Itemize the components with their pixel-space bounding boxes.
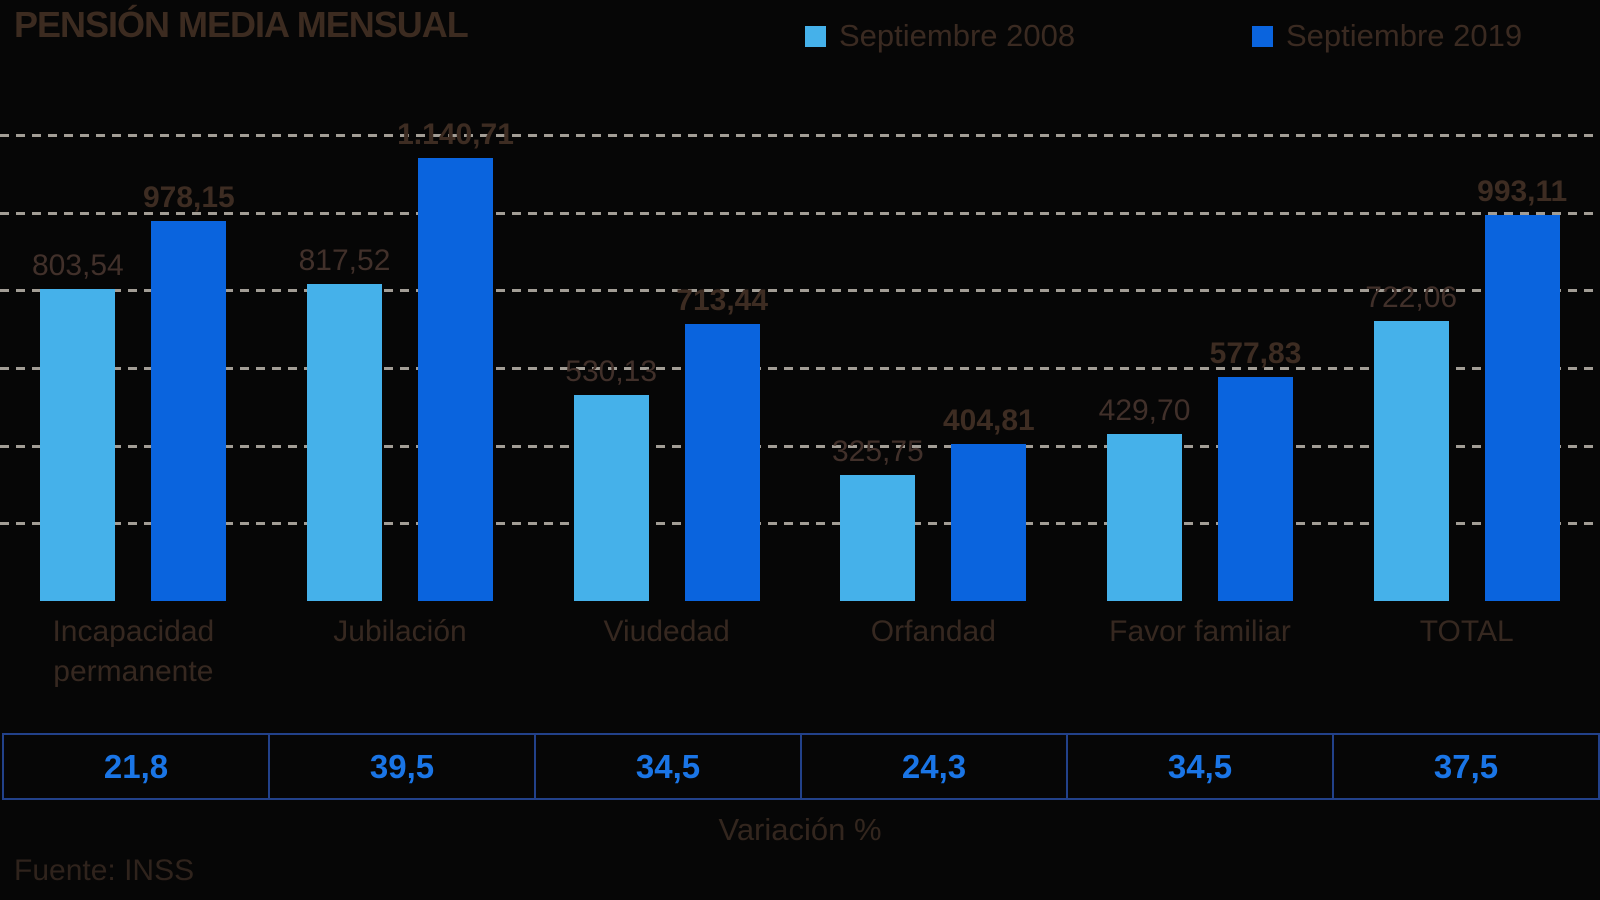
- bar-septiembre-2019-4: 577,83: [1210, 337, 1301, 601]
- plot-area: 803,54 978,15 817,52 1.140,71 530,13 713,44 32…: [0, 118, 1600, 601]
- variation-cell-3: 24,3: [800, 735, 1066, 798]
- bar-value-label-1-2: 713,44: [676, 284, 769, 317]
- category-labels: Incapacidad permanente Jubilación Viudedad…: [0, 612, 1600, 691]
- bar-group-3: 325,75 404,81: [800, 135, 1067, 601]
- bar-value-label-1-5: 993,11: [1477, 175, 1568, 208]
- legend-swatch-2019-icon: [1252, 25, 1273, 47]
- legend-item-2008: Septiembre 2008: [805, 18, 1075, 54]
- bar-septiembre-2019-2: 713,44: [676, 284, 768, 601]
- source-note: Fuente: INSS: [14, 854, 195, 887]
- bar-value-label-1-1: 1.140,71: [397, 118, 514, 151]
- gridline-600: [0, 367, 1600, 370]
- bar-septiembre-2008-0: 803,54: [32, 249, 124, 601]
- gridline-800: [0, 289, 1600, 293]
- variation-cell-0: 21,8: [103, 747, 169, 785]
- bar-group-0: 803,54 978,15: [0, 135, 267, 601]
- gridline-1000: [0, 211, 1600, 215]
- category-label-2: Viudedad: [603, 615, 730, 648]
- variation-cell-1: 39,5: [268, 735, 534, 798]
- bar-value-label-0-3: 325,75: [831, 435, 924, 468]
- bar-septiembre-2008-3: 325,75: [832, 435, 924, 601]
- variation-cell-2: 34,5: [534, 735, 800, 798]
- bar-value-label-0-0: 803,54: [31, 249, 124, 282]
- legend-swatch-2008-icon: [805, 25, 826, 47]
- variation-cell-5: 37,5: [1332, 735, 1598, 798]
- bar-group-1: 817,52 1.140,71: [267, 118, 534, 601]
- bar-value-label-1-4: 577,83: [1209, 337, 1302, 370]
- bar-value-label-1-3: 404,81: [942, 404, 1035, 437]
- bar-septiembre-2008-4: 429,70: [1099, 394, 1190, 601]
- bar-groups: 803,54 978,15 817,52 1.140,71 530,13 713,44 32…: [0, 118, 1600, 601]
- bar-septiembre-2008-1: 817,52: [299, 244, 390, 601]
- page-title: PENSIÓN MEDIA MENSUAL: [14, 4, 469, 45]
- bar-septiembre-2019-3: 404,81: [943, 404, 1035, 601]
- category-label-0: Incapacidad permanente: [52, 615, 215, 688]
- bar-group-4: 429,70 577,83: [1067, 135, 1334, 601]
- bar-septiembre-2019-0: 978,15: [143, 181, 235, 601]
- bar-group-2: 530,13 713,44: [533, 135, 800, 601]
- gridline-200: [0, 522, 1600, 526]
- category-label-3: Orfandad: [870, 615, 996, 648]
- bar-value-label-0-1: 817,52: [298, 244, 391, 277]
- legend-item-2019: Septiembre 2019: [1252, 18, 1522, 54]
- bar-septiembre-2019-1: 1.140,71: [397, 118, 514, 601]
- category-label-1: Jubilación: [333, 615, 467, 648]
- variation-axis-label: Variación %: [718, 812, 882, 847]
- bar-value-label-0-2: 530,13: [565, 355, 658, 388]
- variation-table: 21,8 39,5 34,5 24,3 34,5 37,5: [2, 733, 1600, 800]
- bar-value-label-1-0: 978,15: [142, 181, 235, 214]
- legend-label-2008: Septiembre 2008: [839, 18, 1076, 53]
- bar-septiembre-2008-2: 530,13: [565, 355, 657, 601]
- category-label-4: Favor familiar: [1109, 615, 1291, 648]
- bar-septiembre-2008-5: 722,06: [1365, 281, 1457, 601]
- bar-value-label-0-4: 429,70: [1098, 394, 1191, 427]
- bar-group-5: 722,06 993,11: [1333, 135, 1600, 601]
- variation-cell-4: 34,5: [1066, 735, 1332, 798]
- bar-value-label-0-5: 722,06: [1365, 281, 1458, 314]
- gridline-400: [0, 444, 1600, 448]
- bar-septiembre-2019-5: 993,11: [1477, 175, 1567, 601]
- legend-label-2019: Septiembre 2019: [1286, 18, 1523, 53]
- gridline-1200: [0, 134, 1600, 137]
- category-label-5: TOTAL: [1419, 615, 1514, 648]
